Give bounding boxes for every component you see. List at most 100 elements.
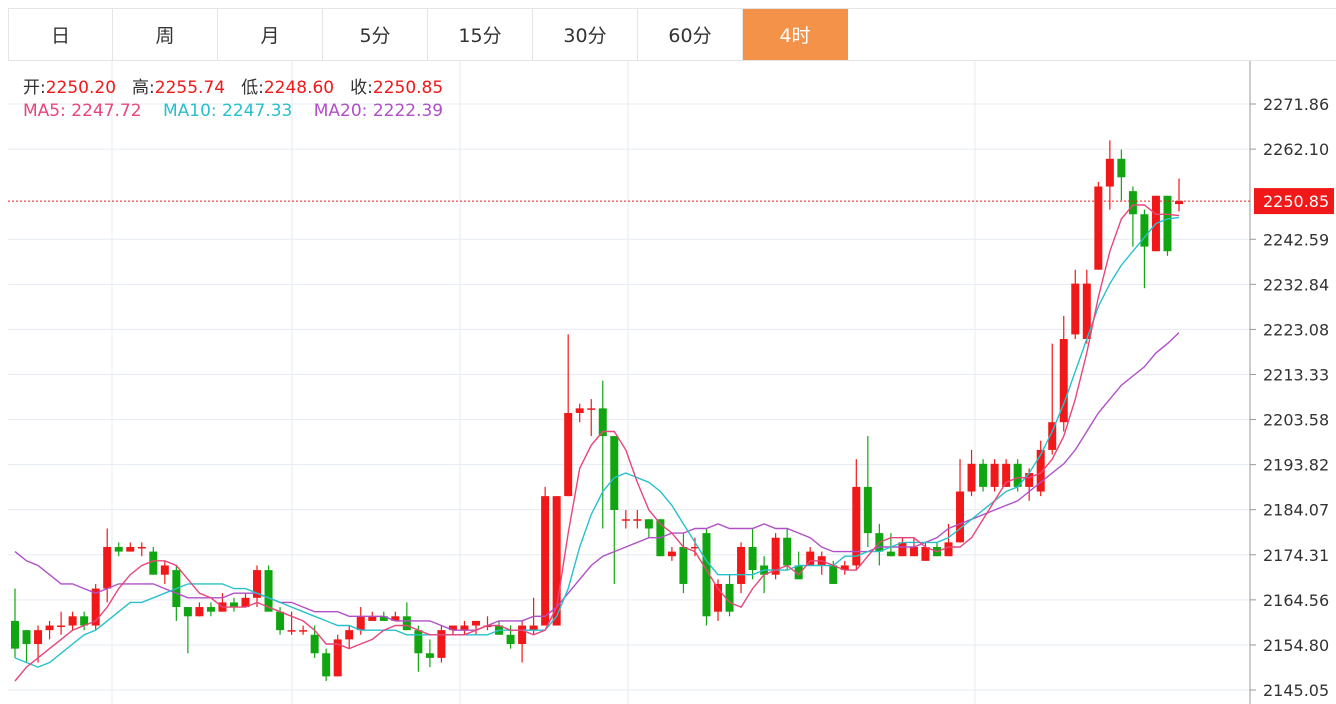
high-value: 2255.74 bbox=[154, 78, 226, 98]
candle-body bbox=[287, 630, 296, 632]
y-tick-label: 2203.58 bbox=[1263, 411, 1329, 430]
y-tick-label: 2164.56 bbox=[1263, 591, 1329, 610]
candle-body bbox=[126, 546, 135, 552]
candle-body bbox=[967, 463, 976, 492]
candle-body bbox=[264, 570, 273, 612]
candle-body bbox=[863, 486, 872, 534]
y-tick-label: 2174.31 bbox=[1263, 546, 1329, 565]
candle-body bbox=[299, 630, 308, 632]
candle-body bbox=[633, 519, 642, 521]
tab-2[interactable]: 月 bbox=[218, 9, 323, 60]
ma20-value: 2222.39 bbox=[372, 101, 444, 121]
candle-body bbox=[241, 597, 250, 608]
ma20-line bbox=[14, 332, 1180, 631]
candle-body bbox=[1163, 195, 1172, 252]
candle-body bbox=[714, 583, 723, 612]
candle-body bbox=[68, 616, 77, 626]
ma-row: MA5: 2247.72 MA10: 2247.33 MA20: 2222.39 bbox=[23, 101, 443, 121]
y-tick-label: 2271.86 bbox=[1263, 95, 1329, 114]
candle-body bbox=[149, 551, 158, 575]
open-label: 开: bbox=[23, 78, 46, 98]
candle-body bbox=[667, 551, 676, 557]
ma10-value: 2247.33 bbox=[222, 101, 293, 121]
candle-body bbox=[322, 653, 331, 677]
candle-body bbox=[206, 607, 215, 612]
candle-body bbox=[379, 616, 388, 621]
candle-body bbox=[160, 565, 169, 575]
chart-canvas: 2271.86 2262.10 2242.59 2232.84 2223.08 2213.… bbox=[8, 61, 1334, 704]
candle-body bbox=[956, 491, 965, 543]
candle-body bbox=[460, 625, 469, 631]
candle-body bbox=[794, 565, 803, 580]
candle-body bbox=[829, 565, 838, 584]
candle-body bbox=[356, 616, 365, 631]
tab-6[interactable]: 60分 bbox=[638, 9, 743, 60]
candle-body bbox=[679, 546, 688, 584]
tab-4[interactable]: 15分 bbox=[428, 9, 533, 60]
tab-0[interactable]: 日 bbox=[8, 9, 113, 60]
candle-body bbox=[529, 625, 538, 631]
candle-body bbox=[195, 607, 204, 617]
y-tick-label: 2193.82 bbox=[1263, 456, 1329, 475]
candle-body bbox=[137, 546, 146, 549]
candle-body bbox=[1140, 214, 1149, 247]
candle-body bbox=[610, 436, 619, 511]
ma20-label: MA20: bbox=[313, 101, 368, 121]
candle-body bbox=[114, 546, 123, 552]
y-tick-label: 2242.59 bbox=[1263, 230, 1329, 249]
timeframe-tabs: 日周月 5分 15分 30分 60分 4时 bbox=[8, 8, 1336, 61]
candle-body bbox=[229, 602, 238, 608]
candle-body bbox=[34, 630, 43, 645]
candle-body bbox=[333, 639, 342, 677]
low-label: 低: bbox=[241, 78, 264, 98]
tab-1[interactable]: 周 bbox=[113, 9, 218, 60]
y-tick-label: 2232.84 bbox=[1263, 275, 1329, 294]
candle-body bbox=[909, 546, 918, 557]
candle-body bbox=[1071, 283, 1080, 335]
candle-body bbox=[644, 519, 653, 529]
candle-body bbox=[437, 630, 446, 658]
y-tick-label: 2184.07 bbox=[1263, 501, 1329, 520]
candle-body bbox=[57, 625, 66, 628]
candle-body bbox=[886, 551, 895, 557]
candle-body bbox=[1175, 201, 1183, 205]
candle-body bbox=[11, 620, 19, 649]
candle-body bbox=[1048, 422, 1057, 450]
candle-body bbox=[598, 408, 607, 437]
candle-body bbox=[690, 546, 699, 549]
candle-body bbox=[414, 630, 423, 654]
candle-body bbox=[448, 625, 457, 631]
candle-body bbox=[1013, 463, 1022, 487]
current-price-label: 2250.85 bbox=[1263, 192, 1329, 211]
candle-body bbox=[748, 546, 757, 571]
candle-body bbox=[806, 551, 815, 566]
candle-body bbox=[979, 463, 988, 487]
candle-body bbox=[1002, 463, 1011, 487]
candle-body bbox=[1025, 473, 1034, 487]
close-value: 2250.85 bbox=[372, 78, 444, 98]
candle-body bbox=[564, 412, 573, 497]
candle-body bbox=[1105, 158, 1114, 187]
candle-body bbox=[725, 583, 734, 612]
candle-body bbox=[783, 537, 792, 566]
y-tick-label: 2154.80 bbox=[1263, 636, 1329, 655]
candle-body bbox=[852, 486, 861, 566]
candle-body bbox=[541, 496, 550, 626]
candle-body bbox=[80, 616, 89, 626]
candle-body bbox=[575, 408, 584, 413]
candle-body bbox=[22, 630, 31, 645]
tab-5[interactable]: 30分 bbox=[533, 9, 638, 60]
open-value: 2250.20 bbox=[45, 78, 117, 98]
candle-body bbox=[771, 537, 780, 575]
candle-body bbox=[276, 611, 285, 631]
candle-body bbox=[91, 588, 100, 626]
candle-body bbox=[898, 542, 907, 557]
candle-body bbox=[1128, 191, 1137, 215]
tab-3[interactable]: 5分 bbox=[323, 9, 428, 60]
kline-chart: 2271.86 2262.10 2242.59 2232.84 2223.08 2213.… bbox=[0, 61, 1336, 704]
ma10-label: MA10: bbox=[162, 101, 217, 121]
tab-7[interactable]: 4时 bbox=[743, 9, 848, 60]
current-price-tag bbox=[1254, 188, 1334, 215]
candle-body bbox=[345, 630, 354, 640]
low-value: 2248.60 bbox=[263, 78, 335, 98]
